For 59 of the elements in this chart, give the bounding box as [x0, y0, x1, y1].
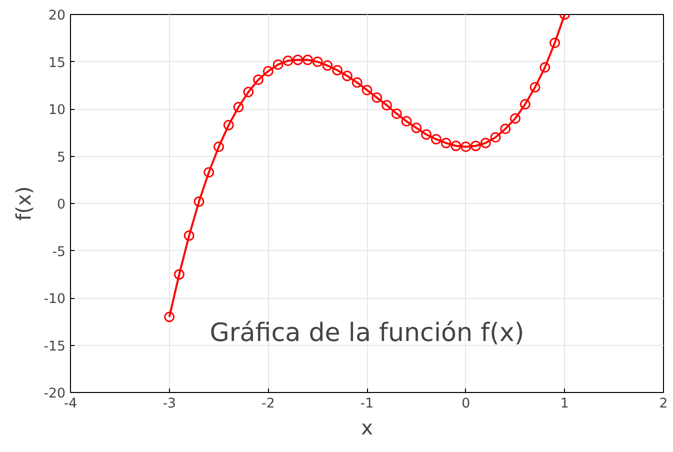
point	[440, 138, 452, 148]
point	[480, 138, 491, 148]
x-tick-label: 2	[659, 396, 668, 412]
point	[253, 74, 264, 85]
point	[342, 70, 352, 82]
point	[490, 132, 501, 143]
x-tick-label: -2	[262, 396, 275, 412]
point	[322, 60, 333, 71]
text: Gráfica de la función f(x)	[210, 317, 524, 348]
point	[421, 129, 432, 140]
point	[302, 54, 313, 66]
x-tick-label: 0	[462, 396, 470, 412]
x-tick-label: 1	[560, 396, 569, 412]
point	[450, 140, 462, 152]
point	[411, 122, 422, 134]
point	[164, 312, 175, 322]
y-tick-label: 0	[57, 198, 66, 212]
point	[272, 59, 284, 70]
y-tick-label: 15	[48, 56, 66, 71]
point	[262, 66, 274, 76]
x-tick-label: -3	[162, 396, 176, 412]
point	[282, 56, 294, 66]
y-axis-title: f(x)	[12, 186, 36, 221]
point	[391, 108, 402, 119]
point	[401, 116, 412, 127]
point	[520, 99, 530, 110]
point	[204, 167, 214, 178]
y-tick-label: -10	[44, 292, 66, 307]
point	[332, 65, 343, 76]
point	[460, 142, 472, 152]
point	[214, 142, 224, 152]
y-tick-label: -5	[52, 244, 66, 260]
y-tick-label: 10	[48, 103, 66, 118]
point	[352, 77, 362, 88]
point	[530, 82, 540, 93]
y-tick-label: -15	[44, 339, 66, 354]
point	[510, 113, 520, 124]
y-tick-label: -20	[44, 386, 66, 402]
point	[550, 38, 560, 48]
point	[174, 269, 184, 280]
point	[430, 134, 442, 144]
point	[194, 196, 204, 207]
x-tick-label: -4	[64, 396, 78, 412]
point	[223, 120, 234, 130]
x-tick-label: -1	[360, 396, 374, 412]
point	[372, 92, 382, 103]
point	[540, 62, 550, 73]
point	[382, 100, 392, 110]
y-tick-label: 20	[48, 8, 66, 24]
point	[184, 230, 194, 241]
point	[312, 56, 323, 67]
point	[233, 102, 244, 112]
point	[243, 86, 254, 98]
point	[362, 84, 372, 96]
point	[292, 54, 304, 66]
x-axis-title: x	[361, 416, 374, 440]
y-tick-label: 5	[57, 150, 66, 166]
point	[470, 140, 481, 152]
point	[500, 124, 511, 134]
